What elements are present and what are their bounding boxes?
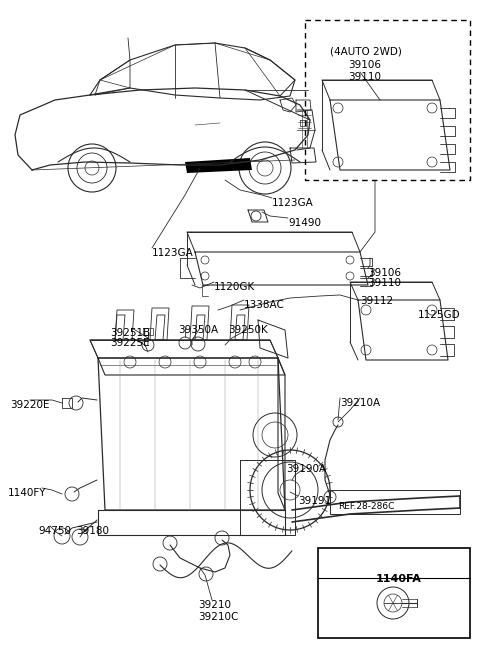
Text: 39210C: 39210C <box>198 612 239 622</box>
Text: 39191: 39191 <box>298 496 331 506</box>
Text: 39250K: 39250K <box>228 325 268 335</box>
Text: 39251B: 39251B <box>110 328 150 338</box>
Text: 91490: 91490 <box>288 218 321 228</box>
Text: 39350A: 39350A <box>178 325 218 335</box>
Text: REF.28-286C: REF.28-286C <box>338 502 395 511</box>
Text: 39106: 39106 <box>348 60 381 70</box>
Text: 39112: 39112 <box>360 296 393 306</box>
Bar <box>330 490 460 514</box>
Text: 1338AC: 1338AC <box>244 300 285 310</box>
Text: 39106: 39106 <box>368 268 401 278</box>
Polygon shape <box>185 158 252 173</box>
Text: 39180: 39180 <box>76 526 109 536</box>
Text: 1140FA: 1140FA <box>376 574 422 584</box>
Text: 1120GK: 1120GK <box>214 282 255 292</box>
Text: 39220E: 39220E <box>10 400 49 410</box>
Text: 94750: 94750 <box>38 526 71 536</box>
Bar <box>318 548 470 638</box>
Text: 39110: 39110 <box>368 278 401 288</box>
Text: 1125GD: 1125GD <box>418 310 461 320</box>
Text: 1123GA: 1123GA <box>152 248 194 258</box>
Text: 39210A: 39210A <box>340 398 380 408</box>
Text: 39110: 39110 <box>348 72 381 82</box>
Text: (4AUTO 2WD): (4AUTO 2WD) <box>330 46 402 56</box>
Text: 1123GA: 1123GA <box>272 198 314 208</box>
Bar <box>305 20 470 180</box>
Text: 39210: 39210 <box>198 600 231 610</box>
Text: 39225E: 39225E <box>110 338 150 348</box>
Text: 39190A: 39190A <box>286 464 326 474</box>
Text: 1140FY: 1140FY <box>8 488 47 498</box>
